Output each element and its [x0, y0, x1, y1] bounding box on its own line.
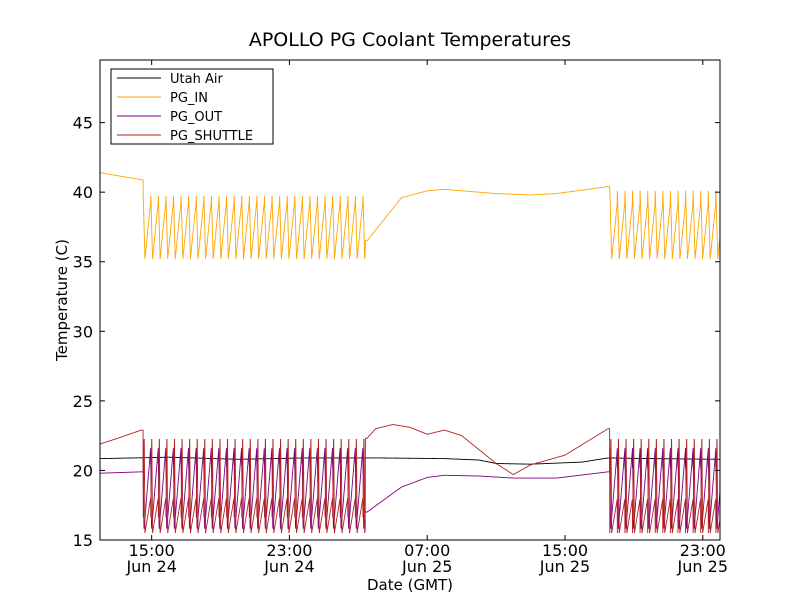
legend-label: PG_OUT [170, 110, 222, 125]
y-tick-label: 45 [73, 114, 93, 133]
series-line-pg-shuttle [99, 424, 721, 534]
legend: Utah Air PG_IN PG_OUT PG_SHUTTLE [110, 68, 274, 145]
y-tick-label: 15 [73, 531, 93, 550]
y-axis-label: Temperature (C) [53, 239, 71, 362]
series-line-pg-out [99, 448, 721, 529]
x-tick-time-label: 07:00 [404, 541, 450, 560]
x-tick-time-label: 15:00 [129, 541, 175, 560]
x-tick-date-label: Jun 24 [125, 557, 176, 576]
y-tick-label: 35 [73, 253, 93, 272]
legend-box [110, 68, 274, 145]
legend-label: PG_IN [170, 91, 208, 106]
y-tick-label: 40 [73, 183, 93, 202]
x-tick-time-label: 23:00 [680, 541, 726, 560]
x-tick-time-label: 15:00 [542, 541, 588, 560]
series-layer [99, 172, 721, 534]
y-tick-label: 25 [73, 392, 93, 411]
legend-label: PG_SHUTTLE [170, 129, 253, 144]
legend-label: Utah Air [170, 72, 223, 87]
y-tick-label: 30 [73, 322, 93, 341]
plot-frame [99, 59, 721, 541]
x-axis-label: Date (GMT) [367, 576, 453, 594]
x-tick-date-label: Jun 25 [677, 557, 728, 576]
x-tick-time-label: 23:00 [266, 541, 312, 560]
x-tick-date-label: Jun 25 [401, 557, 452, 576]
series-line-pg-in [99, 172, 721, 260]
x-tick-date-label: Jun 25 [539, 557, 590, 576]
y-tick-label: 20 [73, 461, 93, 480]
x-tick-date-label: Jun 24 [263, 557, 314, 576]
chart-title: APOLLO PG Coolant Temperatures [249, 29, 571, 51]
